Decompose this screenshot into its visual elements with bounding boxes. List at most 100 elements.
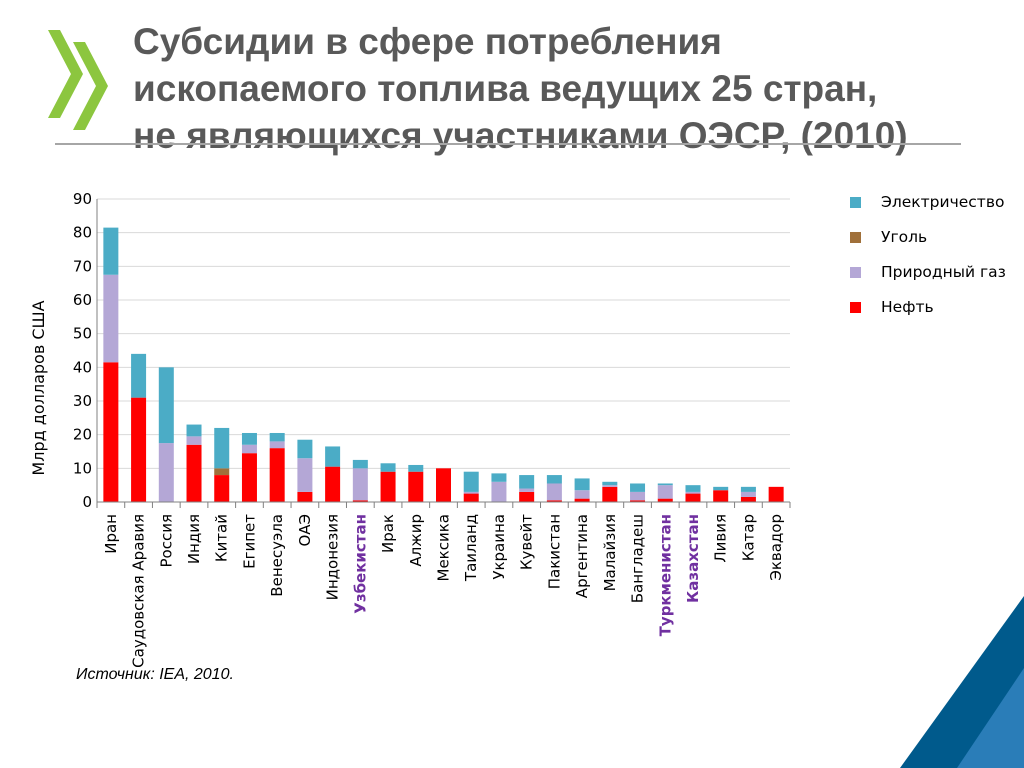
x-category-label: Аргентина <box>573 514 591 598</box>
legend-label-coal: Уголь <box>881 228 928 246</box>
bar-segment <box>408 471 424 502</box>
bar-segment <box>463 493 479 502</box>
bar-segment <box>740 486 756 492</box>
bar-segment <box>519 488 535 492</box>
bar-segment <box>352 459 368 469</box>
bar-segment <box>297 458 313 492</box>
bar-segment <box>574 490 590 499</box>
bar-segment <box>519 491 535 502</box>
bar-segment <box>103 227 119 275</box>
bar-segment <box>657 483 673 486</box>
y-tick-label: 30 <box>73 392 92 410</box>
title-line-2: ископаемого топлива ведущих 25 стран, <box>133 68 878 109</box>
x-category-label: Китай <box>213 514 231 562</box>
y-axis-label: Млрд долларов США <box>29 300 48 475</box>
bar-segment <box>241 432 257 445</box>
y-tick-label: 40 <box>73 358 92 376</box>
legend-item-natural-gas: Природный газ <box>848 260 1024 295</box>
legend-swatch-oil <box>850 302 861 313</box>
bar-segment <box>602 481 618 486</box>
bar-segment <box>325 466 341 502</box>
x-category-label: Кувейт <box>518 514 536 570</box>
bar-segment <box>352 468 368 501</box>
y-tick-label: 10 <box>73 459 92 477</box>
legend-label-electricity: Электричество <box>881 193 1005 211</box>
bar-segment <box>685 491 701 494</box>
x-category-label: Саудовская Аравия <box>130 514 148 668</box>
bar-segment <box>713 486 729 491</box>
x-category-label: Украина <box>490 514 508 580</box>
bar-segment <box>214 475 230 502</box>
bar-segment <box>519 475 535 489</box>
x-category-label: Индия <box>185 514 203 564</box>
bar-segment <box>546 500 562 502</box>
oecd-logo <box>48 30 108 130</box>
bar-segment <box>546 475 562 484</box>
x-category-label: ОАЭ <box>296 514 314 547</box>
bar-segment <box>768 486 784 502</box>
x-category-label: Россия <box>157 514 175 568</box>
y-tick-label: 50 <box>73 325 92 343</box>
legend-item-oil: Нефть <box>848 295 1024 330</box>
bar-segment <box>574 478 590 491</box>
bar-segment <box>630 491 646 501</box>
bar-segment <box>186 436 202 445</box>
bar-segment <box>380 471 396 502</box>
x-category-label: Таиланд <box>462 514 480 582</box>
bar-segment <box>352 500 368 502</box>
bar-segment <box>103 274 119 363</box>
source-note: Источник: IEA, 2010. <box>76 666 234 683</box>
bar-segment <box>214 468 230 476</box>
bar-segment <box>491 481 507 502</box>
bar-segment <box>325 446 341 467</box>
x-category-label: Казахстан <box>684 514 702 603</box>
x-category-label: Туркменистан <box>656 514 674 636</box>
bar-segment <box>740 496 756 502</box>
bar-segment <box>186 424 202 437</box>
legend-label-natural-gas: Природный газ <box>881 263 1006 281</box>
bar-segment <box>685 485 701 492</box>
bar-segment <box>380 463 396 472</box>
bar-segment <box>630 483 646 492</box>
y-tick-label: 90 <box>73 190 92 208</box>
y-tick-label: 20 <box>73 426 92 444</box>
y-tick-label: 0 <box>82 493 92 511</box>
x-category-label: Ирак <box>379 514 397 553</box>
bar-segment <box>103 362 119 502</box>
bar-segment <box>602 485 618 487</box>
bar-segment <box>269 441 285 449</box>
bar-segment <box>269 448 285 502</box>
bar-segment <box>491 473 507 482</box>
legend-swatch-natural-gas <box>850 267 861 278</box>
y-tick-label: 60 <box>73 291 92 309</box>
x-category-label: Узбекистан <box>351 514 369 614</box>
legend-swatch-electricity <box>850 197 861 208</box>
x-category-label: Эквадор <box>767 514 785 581</box>
slide-title: Субсидии в сфере потребления ископаемого… <box>133 18 993 159</box>
bar-segment <box>158 443 174 502</box>
bar-segment <box>463 471 479 492</box>
legend-swatch-coal <box>850 232 861 243</box>
x-category-label: Венесуэла <box>268 514 286 597</box>
x-category-label: Катар <box>739 514 757 561</box>
title-line-1: Субсидии в сфере потребления <box>133 21 722 62</box>
bar-segment <box>740 491 756 497</box>
bar-segment <box>297 491 313 502</box>
bar-segment <box>657 498 673 502</box>
bar-segment <box>241 444 257 454</box>
bar-segment <box>214 427 230 469</box>
bar-segment <box>186 444 202 502</box>
bar-segment <box>269 432 285 442</box>
bar-segment <box>408 464 424 472</box>
x-category-label: Ливия <box>712 514 730 563</box>
y-tick-label: 70 <box>73 257 92 275</box>
x-category-label: Пакистан <box>545 514 563 589</box>
chart-legend: Электричество Уголь Природный газ Нефть <box>848 190 1024 330</box>
legend-item-electricity: Электричество <box>848 190 1024 225</box>
legend-item-coal: Уголь <box>848 225 1024 260</box>
x-category-label: Иран <box>102 514 120 554</box>
bar-segment <box>657 485 673 499</box>
bar-segment <box>131 397 147 502</box>
y-tick-label: 80 <box>73 224 92 242</box>
